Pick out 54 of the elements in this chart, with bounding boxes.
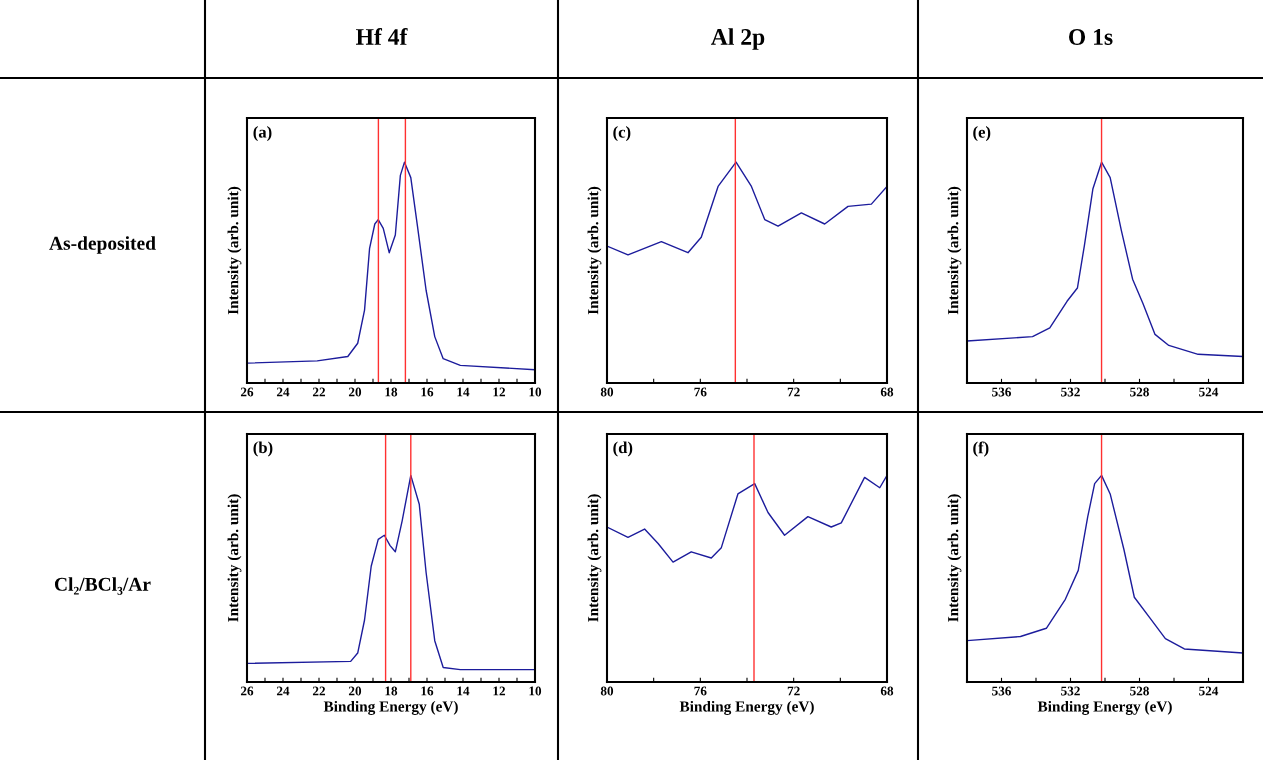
x-tick-label: 10 [529,387,542,397]
text: (a) [253,125,272,142]
x-axis-title: Binding Energy (eV) [1037,700,1172,715]
x-tick-label: 80 [600,387,614,397]
y-axis-title: Intensity (arb. unit) [947,494,962,622]
chart-title: Hf 4f [356,28,408,45]
x-tick-label: 536 [992,686,1012,696]
chart-title: O 1s [1069,29,1113,45]
chart-title: Al 2p [711,28,765,50]
x-tick-label: 14 [457,686,470,696]
x-axis-title: Binding Energy (eV) [679,700,814,715]
x-tick-label: 12 [493,686,506,696]
y-axis-title: Intensity (arb. unit) [587,494,602,622]
x-tick-label: 10 [529,686,542,696]
text: (b) [253,441,273,457]
x-tick-label: 76 [694,387,707,397]
x-tick-label: 18 [385,387,398,397]
x-tick-label: 528 [1130,387,1149,397]
text: (d) [613,441,633,457]
x-tick-label: 72 [787,686,800,696]
x-tick-label: 26 [240,686,254,696]
x-tick-label: 16 [421,387,434,397]
y-axis-title: Intensity (arb. unit) [947,186,962,315]
y-axis-title: Intensity (arb. unit) [227,494,242,622]
x-tick-label: 76 [694,686,707,696]
y-axis-title: Intensity (arb. unit) [587,186,602,315]
x-tick-label: 68 [880,387,894,397]
x-tick-label: 24 [276,686,290,696]
text: (f) [973,441,989,457]
y-axis-title: Intensity (arb. unit) [227,186,242,315]
x-tick-label: 68 [880,686,894,696]
x-tick-label: 16 [421,686,434,696]
x-tick-label: 20 [348,686,362,696]
x-tick-label: 72 [787,387,800,397]
x-tick-label: 20 [348,387,362,397]
x-tick-label: 532 [1061,686,1080,696]
x-tick-label: 26 [240,387,254,397]
x-tick-label: 524 [1199,686,1219,696]
x-tick-label: 24 [276,387,290,397]
x-axis-title: Binding Energy (eV) [323,700,458,715]
x-tick-label: 22 [312,686,326,696]
x-tick-label: 14 [457,387,470,397]
x-tick-label: 536 [992,387,1012,397]
x-tick-label: 80 [600,686,614,696]
x-tick-label: 532 [1061,387,1080,397]
x-tick-label: 528 [1130,686,1149,696]
x-tick-label: 22 [312,387,326,397]
text: As-deposited [49,236,156,254]
x-tick-label: 12 [493,387,506,397]
text: (c) [613,125,631,142]
x-tick-label: 524 [1199,387,1219,397]
text: (e) [973,125,991,142]
x-tick-label: 18 [385,686,398,696]
text: Cl₂/BCl₃/Ar [54,577,151,595]
